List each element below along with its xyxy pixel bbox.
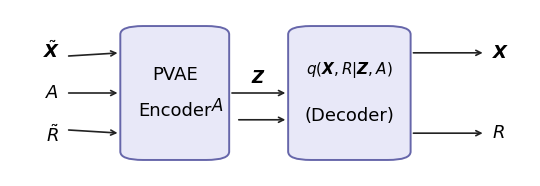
Text: $\boldsymbol{X}$: $\boldsymbol{X}$ (492, 44, 510, 62)
Text: $R$: $R$ (492, 124, 505, 142)
Text: $\boldsymbol{Z}$: $\boldsymbol{Z}$ (251, 69, 266, 87)
Text: $A$: $A$ (45, 84, 59, 102)
Text: Encoder: Encoder (138, 102, 212, 120)
Text: $\tilde{\boldsymbol{X}}$: $\tilde{\boldsymbol{X}}$ (44, 40, 61, 62)
FancyBboxPatch shape (120, 26, 229, 160)
Text: PVAE: PVAE (152, 66, 198, 84)
Text: $\tilde{R}$: $\tilde{R}$ (46, 124, 59, 146)
Text: $q(\boldsymbol{X}, R|\boldsymbol{Z}, A)$: $q(\boldsymbol{X}, R|\boldsymbol{Z}, A)$ (306, 60, 393, 80)
Text: $A$: $A$ (211, 97, 225, 115)
Text: (Decoder): (Decoder) (305, 108, 394, 125)
FancyBboxPatch shape (288, 26, 410, 160)
